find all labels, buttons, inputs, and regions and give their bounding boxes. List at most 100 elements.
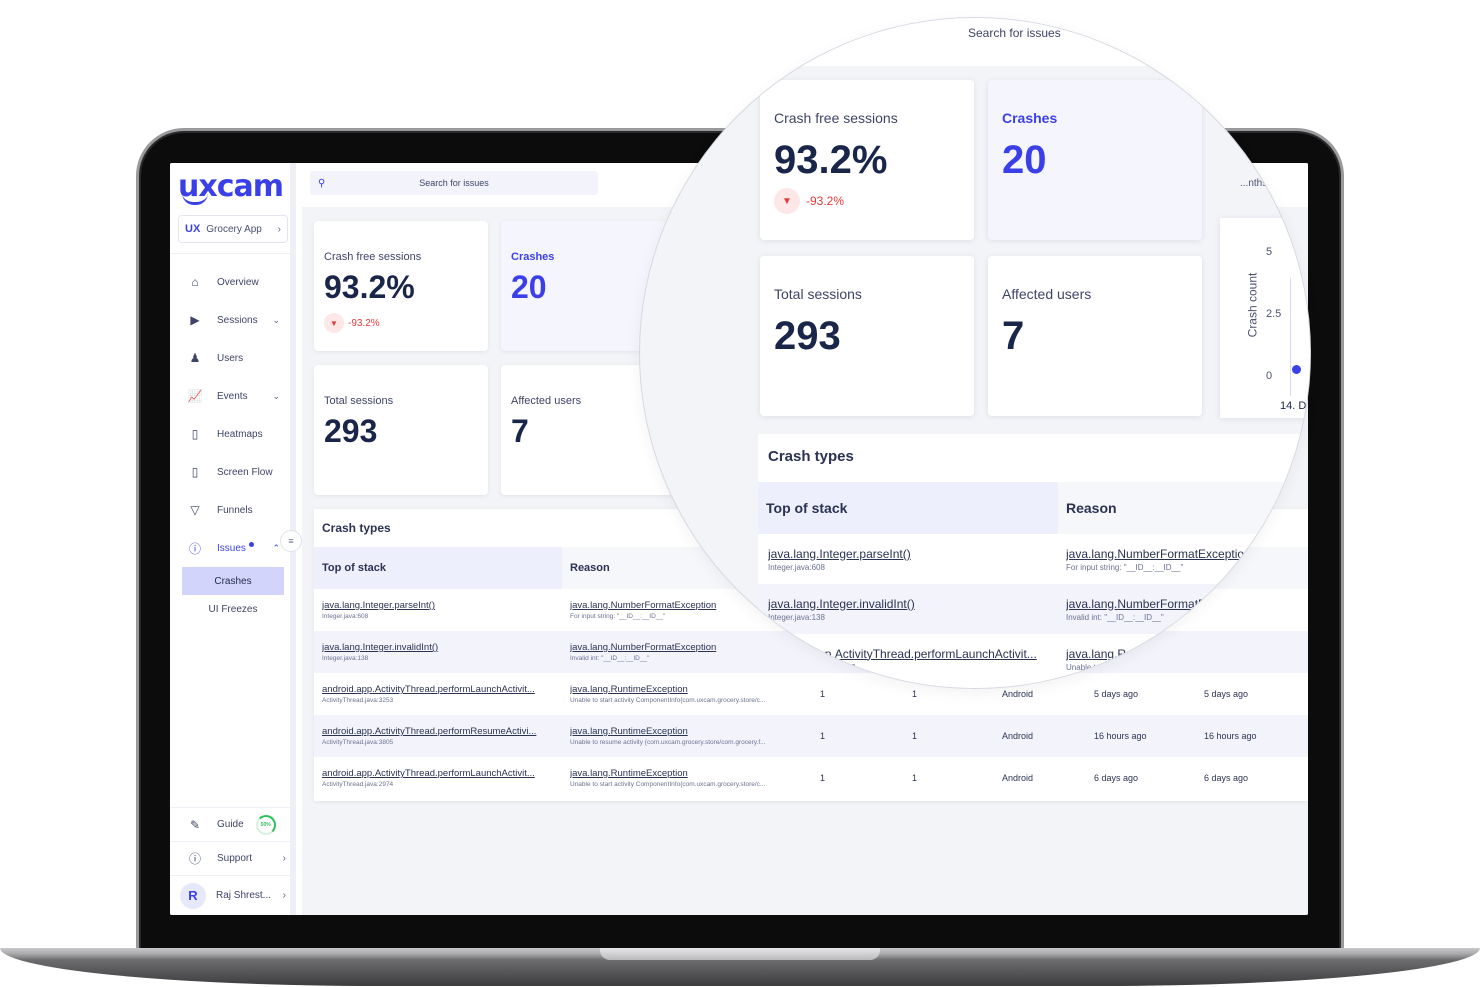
sidebar-item-label: Issues bbox=[217, 542, 246, 554]
sidebar-item-label: Heatmaps bbox=[217, 428, 263, 440]
count-cell: 1 bbox=[912, 773, 918, 783]
first-occurrence-cell: 16 hours ago bbox=[1094, 731, 1147, 741]
search-placeholder: Search for issues bbox=[968, 26, 1061, 40]
count-cell: 1 bbox=[912, 731, 918, 741]
column-header-top-of-stack[interactable]: Top of stack bbox=[758, 482, 1058, 534]
notification-dot bbox=[248, 541, 254, 547]
period-dropdown[interactable]: ...nths bbox=[1240, 178, 1268, 189]
chart-icon: 📈 bbox=[187, 389, 203, 403]
rocket-icon: ✎ bbox=[189, 817, 201, 832]
stack-link[interactable]: java.lang.Integer.invalidInt() bbox=[322, 642, 439, 653]
table-row[interactable]: java.lang.Integer.parseInt() Integer.java… bbox=[758, 534, 1310, 584]
table-row[interactable]: android.app.ActivityThread.performLaunch… bbox=[758, 634, 1310, 684]
sidebar-item-sessions[interactable]: ▶ Sessions ⌄ bbox=[170, 301, 296, 339]
metric-value: 93.2% bbox=[324, 269, 415, 305]
magnified-crash-free-card: Crash free sessions 93.2% ▼ -93.2% bbox=[760, 80, 974, 240]
stack-link[interactable]: android.app.ActivityThread.performLaunch… bbox=[768, 646, 1037, 661]
sidebar-item-issues[interactable]: ⓘ Issues ⌃ bbox=[170, 529, 296, 567]
metric-value: 20 bbox=[1002, 138, 1047, 182]
alert-icon: ⓘ bbox=[188, 541, 201, 556]
guide-button[interactable]: ✎ Guide 50% bbox=[170, 807, 296, 841]
trend-down-icon: ▼ bbox=[324, 313, 344, 333]
sidebar-item-funnels[interactable]: ▽ Funnels bbox=[170, 491, 296, 529]
column-header-top-of-stack[interactable]: Top of stack bbox=[314, 547, 562, 589]
app-name: Grocery App bbox=[206, 223, 262, 235]
funnel-icon: ▽ bbox=[190, 503, 200, 517]
magnified-crashes-card[interactable]: Crashes 20 bbox=[988, 80, 1202, 240]
divider bbox=[170, 253, 296, 254]
app-logo-icon: UX bbox=[185, 223, 201, 235]
reason-link[interactable]: java.lang.NumberFormatException bbox=[1066, 596, 1251, 611]
reason-link[interactable]: java.lang.RuntimeException bbox=[570, 768, 688, 779]
metric-value: 293 bbox=[774, 314, 841, 358]
play-icon: ▶ bbox=[190, 313, 200, 327]
stack-link[interactable]: java.lang.Integer.parseInt() bbox=[768, 546, 911, 561]
stack-location: ActivityThread.java:3253 bbox=[322, 697, 394, 704]
first-occurrence-cell: 6 days ago bbox=[1094, 773, 1139, 783]
reason-link[interactable]: java.lang.NumberFormatException bbox=[1066, 546, 1251, 561]
count-cell: 1 bbox=[912, 689, 918, 699]
count-cell: 1 bbox=[820, 773, 826, 783]
search-input[interactable]: ⚲ Search for issues bbox=[310, 171, 598, 195]
first-occurrence-cell: 5 days ago bbox=[1094, 689, 1139, 699]
metric-value: 7 bbox=[1002, 314, 1025, 358]
stack-link[interactable]: java.lang.Integer.invalidInt() bbox=[768, 596, 915, 611]
sidebar-subitem-crashes[interactable]: Crashes bbox=[182, 567, 284, 595]
reason-link[interactable]: java.lang.RuntimeException bbox=[1066, 646, 1215, 661]
last-occurrence-cell: 6 days ago bbox=[1204, 773, 1249, 783]
chart-axis bbox=[1290, 278, 1291, 396]
user-menu[interactable]: R Raj Shrest... › bbox=[170, 875, 296, 915]
trend-down-icon: ▼ bbox=[774, 188, 800, 214]
column-header-reason[interactable]: Reason bbox=[1058, 482, 1310, 534]
stack-link[interactable]: android.app.ActivityThread.performLaunch… bbox=[322, 768, 535, 779]
stack-location: ActivityThread.java:3805 bbox=[322, 739, 394, 746]
sidebar-item-overview[interactable]: ⌂ Overview bbox=[170, 263, 296, 301]
chevron-up-icon: ⌃ bbox=[272, 542, 280, 553]
table-body: java.lang.Integer.parseInt() Integer.java… bbox=[758, 534, 1310, 684]
sidebar-item-events[interactable]: 📈 Events ⌄ bbox=[170, 377, 296, 415]
laptop-notch bbox=[600, 948, 880, 960]
chevron-right-icon: › bbox=[282, 890, 286, 901]
magnified-total-sessions-card: Total sessions 293 bbox=[760, 256, 974, 416]
stack-link[interactable]: android.app.ActivityThread.performLaunch… bbox=[322, 684, 535, 695]
y-tick: 5 bbox=[1266, 246, 1273, 258]
last-occurrence-cell: 5 days ago bbox=[1204, 689, 1249, 699]
platform-cell: Android bbox=[1002, 731, 1034, 741]
stack-link[interactable]: java.lang.Integer.parseInt() bbox=[322, 600, 436, 611]
sidebar-subitem-ui-freezes[interactable]: UI Freezes bbox=[208, 603, 258, 615]
chevron-right-icon: › bbox=[282, 853, 286, 864]
y-tick: 0 bbox=[1266, 370, 1273, 382]
chart-data-point[interactable] bbox=[1292, 365, 1301, 374]
sidebar-item-screen-flow[interactable]: ▯ Screen Flow bbox=[170, 453, 296, 491]
sidebar-item-label: Screen Flow bbox=[217, 466, 273, 478]
app-switcher[interactable]: UX Grocery App › bbox=[178, 215, 288, 243]
sidebar-item-users[interactable]: ♟ Users bbox=[170, 339, 296, 377]
table-row[interactable]: android.app.ActivityThread.performResume… bbox=[314, 715, 1308, 757]
sidebar-item-heatmaps[interactable]: ▯ Heatmaps bbox=[170, 415, 296, 453]
phone-icon: ▯ bbox=[191, 427, 199, 441]
stack-link[interactable]: android.app.ActivityThread.performResume… bbox=[322, 726, 537, 737]
table-row[interactable]: java.lang.Integer.invalidInt() Integer.ja… bbox=[758, 584, 1310, 634]
metric-value: 293 bbox=[324, 413, 378, 449]
magnified-search[interactable]: Search for issues bbox=[720, 18, 1280, 66]
delta-value: -93.2% bbox=[348, 317, 380, 329]
reason-link[interactable]: java.lang.RuntimeException bbox=[570, 726, 688, 737]
count-cell: 1 bbox=[820, 689, 826, 699]
support-button[interactable]: ⓘ Support › bbox=[170, 841, 296, 875]
crash-count-chart: Crash count 5 2.5 0 14. D bbox=[1220, 218, 1310, 418]
chevron-down-icon: ⌄ bbox=[272, 314, 280, 325]
metric-label: Affected users bbox=[511, 395, 582, 407]
collapse-sidebar-button[interactable]: ≡ bbox=[280, 530, 302, 552]
reason-detail: Unable to start activity ComponentInfo{c… bbox=[570, 781, 766, 788]
y-tick: 2.5 bbox=[1266, 308, 1282, 320]
table-row[interactable]: android.app.ActivityThread.performLaunch… bbox=[314, 757, 1308, 799]
sidebar-footer: ✎ Guide 50% ⓘ Support › R Raj Shrest... … bbox=[170, 807, 296, 915]
metric-delta: ▼ -93.2% bbox=[324, 313, 380, 333]
guide-progress-ring: 50% bbox=[255, 814, 276, 835]
avatar: R bbox=[180, 882, 206, 909]
table-row[interactable]: android.app.ActivityThread.performLaunch… bbox=[314, 673, 1308, 715]
reason-detail: Unable to start activity ComponentInfo{c… bbox=[1066, 662, 1307, 672]
sidebar-nav: ⌂ Overview ▶ Sessions ⌄ ♟ Users 📈 Events… bbox=[170, 263, 296, 623]
support-label: Support bbox=[217, 853, 253, 864]
stack-location: Integer.java:608 bbox=[768, 562, 825, 572]
